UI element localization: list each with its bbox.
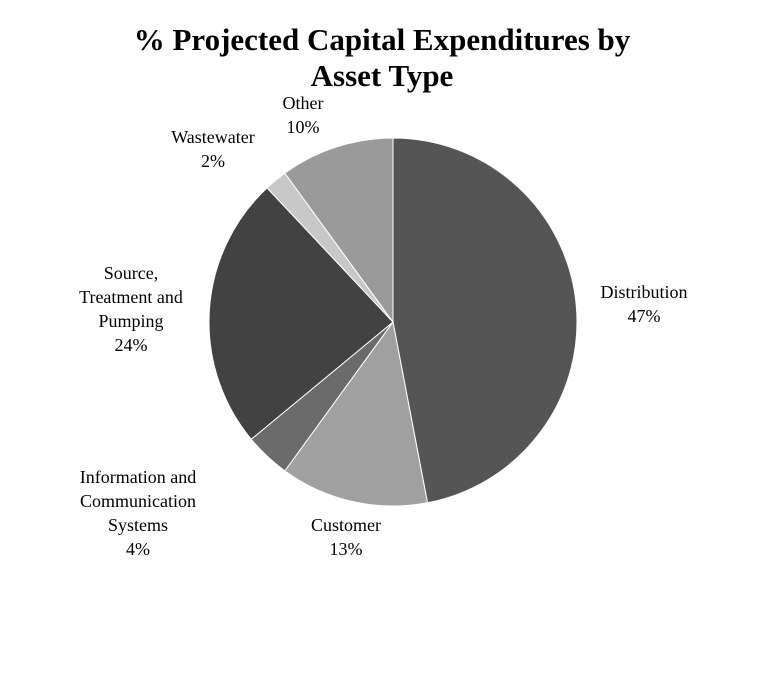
label-value: 2%	[200, 151, 225, 171]
label-text: Information and	[79, 467, 197, 487]
chart-title-line1: % Projected Capital Expenditures by	[133, 22, 631, 57]
label-distribution: Distribution 47%	[600, 280, 687, 328]
pie-slice-customer	[284, 320, 429, 507]
label-value: 13%	[329, 539, 363, 559]
label-value: 10%	[286, 117, 320, 137]
pie-slice-source-treatment-and-pumping	[208, 187, 394, 440]
label-text: Other	[282, 93, 324, 113]
label-value: 47%	[627, 306, 661, 326]
label-text: Distribution	[600, 282, 688, 302]
label-text: Pumping	[98, 311, 164, 331]
label-value: 4%	[126, 539, 150, 559]
pie-slice-other	[284, 137, 394, 324]
label-other: Other 10%	[283, 91, 324, 139]
label-text: Customer	[311, 515, 381, 535]
label-text: Treatment and	[79, 287, 183, 307]
label-wastewater: Wastewater 2%	[171, 125, 255, 173]
chart-title-line2: Asset Type	[310, 58, 454, 93]
label-text: Source,	[103, 263, 159, 283]
label-text: Communication	[80, 491, 196, 511]
label-information-communication: Information and Communication Systems 4%	[80, 465, 196, 561]
label-source-treatment-pumping: Source, Treatment and Pumping 24%	[79, 261, 183, 357]
label-text: Systems	[107, 515, 168, 535]
label-value: 24%	[114, 335, 148, 355]
pie-slice-distribution	[392, 137, 578, 504]
label-text: Wastewater	[171, 127, 255, 147]
label-customer: Customer 13%	[311, 513, 381, 561]
